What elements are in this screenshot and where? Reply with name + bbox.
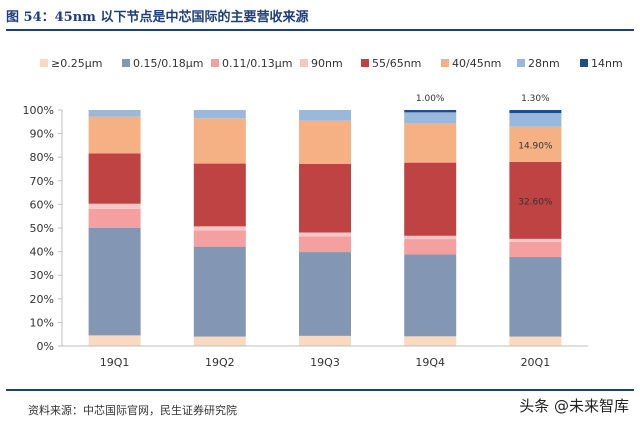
bars [88, 110, 562, 346]
bar-segment [193, 110, 246, 119]
bar-segment [299, 236, 351, 253]
x-tick-label: 20Q1 [521, 356, 551, 369]
bar-segment [404, 239, 457, 255]
legend-label: 40/45nm [452, 57, 501, 70]
bar-segment [88, 203, 141, 209]
legend: ≥0.25μm 0.15/0.18μm 0.11/0.13μm 90nm 55/65nm… [40, 57, 623, 70]
source-note: 资料来源：中芯国际官网，民生证券研究院 [28, 404, 237, 417]
bar-segment [509, 126, 562, 162]
bar-segment [509, 110, 562, 114]
bar-segment [299, 163, 351, 233]
legend-swatch [122, 59, 130, 67]
y-tick-label: 0% [37, 340, 54, 353]
legend-label: 0.11/0.13μm [222, 57, 292, 70]
y-tick-label: 100% [23, 104, 54, 117]
y-tick-label: 10% [30, 316, 54, 329]
bar-segment [299, 335, 351, 346]
x-tick-label: 19Q1 [100, 356, 130, 369]
bar-segment [88, 153, 141, 204]
bar-segment [193, 230, 246, 247]
y-axis: 0% 10% 20% 30% 40% 50% 60% 70% 80% 90% 100% [23, 104, 63, 353]
bar-segment [88, 208, 141, 228]
data-label: 32.60% [518, 197, 553, 207]
bar-segment [404, 162, 457, 236]
bar-segment [404, 254, 457, 337]
bar-segment [509, 257, 562, 337]
bar-segment [404, 112, 457, 123]
legend-swatch [517, 59, 525, 67]
legend-label: 90nm [311, 57, 343, 70]
bar-segment [193, 246, 246, 337]
bar-segment [88, 335, 141, 346]
x-axis: 19Q1 19Q2 19Q3 19Q4 20Q1 [62, 345, 588, 369]
bar-segment [299, 252, 351, 336]
y-tick-label: 20% [30, 293, 54, 306]
footer-rule [6, 389, 634, 391]
legend-swatch [300, 59, 308, 67]
bar-segment [404, 110, 457, 113]
y-tick-label: 80% [30, 151, 54, 164]
bar-segment [193, 118, 246, 164]
y-tick-label: 40% [30, 246, 54, 259]
bar-segment [509, 241, 562, 258]
legend-swatch [580, 59, 588, 67]
legend-swatch [40, 59, 48, 67]
bar-segment [193, 163, 246, 227]
legend-label: 28nm [528, 57, 560, 70]
bar-segment [509, 336, 562, 346]
y-tick-label: 30% [30, 269, 54, 282]
legend-label: ≥0.25μm [51, 57, 102, 70]
bar-segment [509, 113, 562, 127]
chart-title: 图 54：45nm 以下节点是中芯国际的主要营收来源 [6, 10, 309, 25]
bar-segment [299, 110, 351, 121]
bar-segment [299, 232, 351, 237]
data-label: 1.30% [521, 94, 550, 104]
bar-segment [193, 226, 246, 231]
x-tick-label: 19Q4 [415, 356, 445, 369]
y-tick-label: 90% [30, 128, 54, 141]
legend-swatch [441, 59, 449, 67]
bar-segment [299, 120, 351, 164]
legend-label: 55/65nm [372, 57, 421, 70]
data-labels: 1.00% 1.30% 14.90% 32.60% [416, 94, 553, 207]
bar-segment [193, 336, 246, 346]
bar-segment [88, 228, 141, 336]
watermark: 头条 @未来智库 [516, 395, 632, 416]
bar-segment [509, 161, 562, 239]
bar-segment [88, 110, 141, 117]
legend-label: 14nm [591, 57, 623, 70]
bar-segment [404, 235, 457, 240]
y-tick-label: 60% [30, 198, 54, 211]
legend-swatch [361, 59, 369, 67]
data-label: 14.90% [518, 141, 553, 151]
data-label: 1.00% [416, 94, 445, 104]
y-tick-label: 70% [30, 175, 54, 188]
bar-segment [404, 336, 457, 346]
y-tick-label: 50% [30, 222, 54, 235]
legend-label: 0.15/0.18μm [133, 57, 203, 70]
bar-segment [509, 238, 562, 242]
x-tick-label: 19Q3 [310, 356, 340, 369]
title-rule [6, 29, 634, 31]
legend-swatch [211, 59, 219, 67]
bar-segment [404, 122, 457, 163]
bar-segment [88, 116, 141, 154]
x-tick-label: 19Q2 [205, 356, 235, 369]
